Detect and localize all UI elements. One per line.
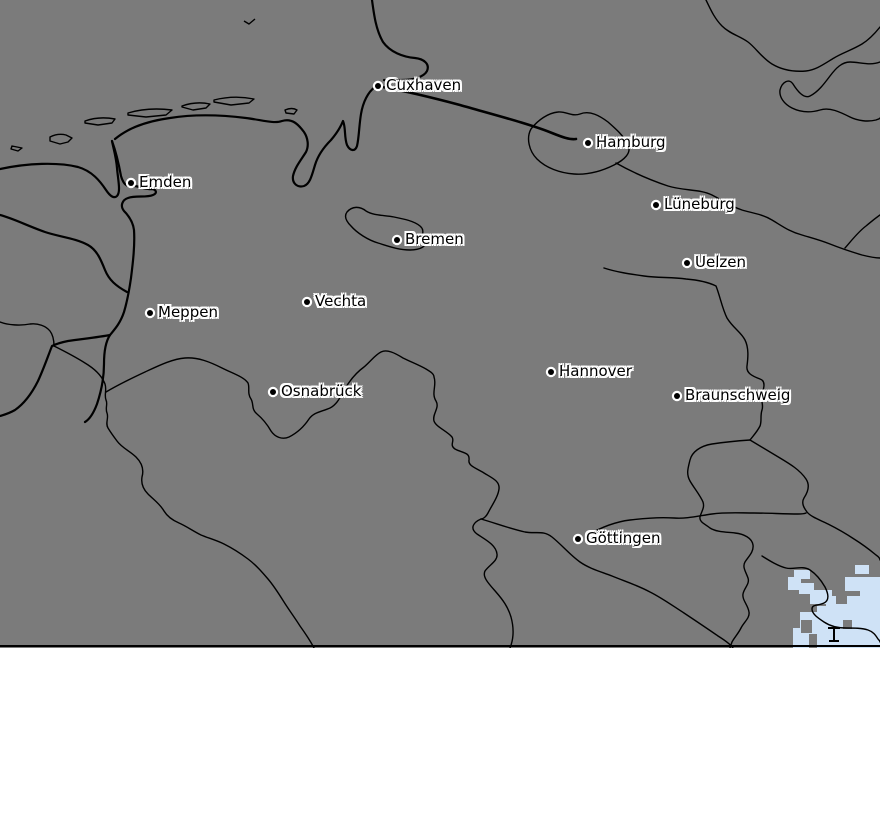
map-frame-line [0,645,880,647]
city-label: Hamburg [596,133,666,151]
city-label: Bremen [405,230,464,248]
map-canvas: Cuxhaven Hamburg Emden Lüneburg Bremen Uelzen… [0,0,880,648]
city-dot [575,536,581,542]
city-label: Cuxhaven [386,76,462,94]
precipitation-cell [794,570,810,579]
precipitation-hole [801,620,812,633]
city-dot [270,389,276,395]
city-dot [375,83,381,89]
islands-coastline [10,18,298,152]
city-label: Göttingen [586,529,661,547]
precipitation-cell [855,565,869,574]
state-borders [0,0,880,648]
city-dot [684,260,690,266]
city-label: Lüneburg [664,195,735,213]
city-dot [585,140,591,146]
precipitation-cell [845,577,880,591]
city-label: Uelzen [695,253,746,271]
precipitation-cell [860,588,880,598]
city-dot [147,310,153,316]
coastline [0,0,578,424]
map-linework [0,0,880,648]
city-dot [304,299,310,305]
precipitation-holes [801,594,852,633]
city-label: Emden [139,173,192,191]
precipitation-cell [788,577,801,590]
city-label: Braunschweig [685,386,791,404]
precipitation-cell [799,583,814,594]
footer: Niederschlag, 1std (in mm) Modell: ICON-… [0,648,880,830]
precipitation-layer [788,565,880,648]
city-label: Osnabrück [281,382,362,400]
i-mark [828,627,840,642]
city-dot [548,369,554,375]
city-label: Hannover [559,362,632,380]
precipitation-hole [843,620,852,629]
precipitation-hole [836,594,847,604]
city-dot [653,202,659,208]
city-label: Vechta [315,292,367,310]
city-dot [674,393,680,399]
city-label: Meppen [158,303,218,321]
city-dot [128,180,134,186]
city-dot [394,237,400,243]
